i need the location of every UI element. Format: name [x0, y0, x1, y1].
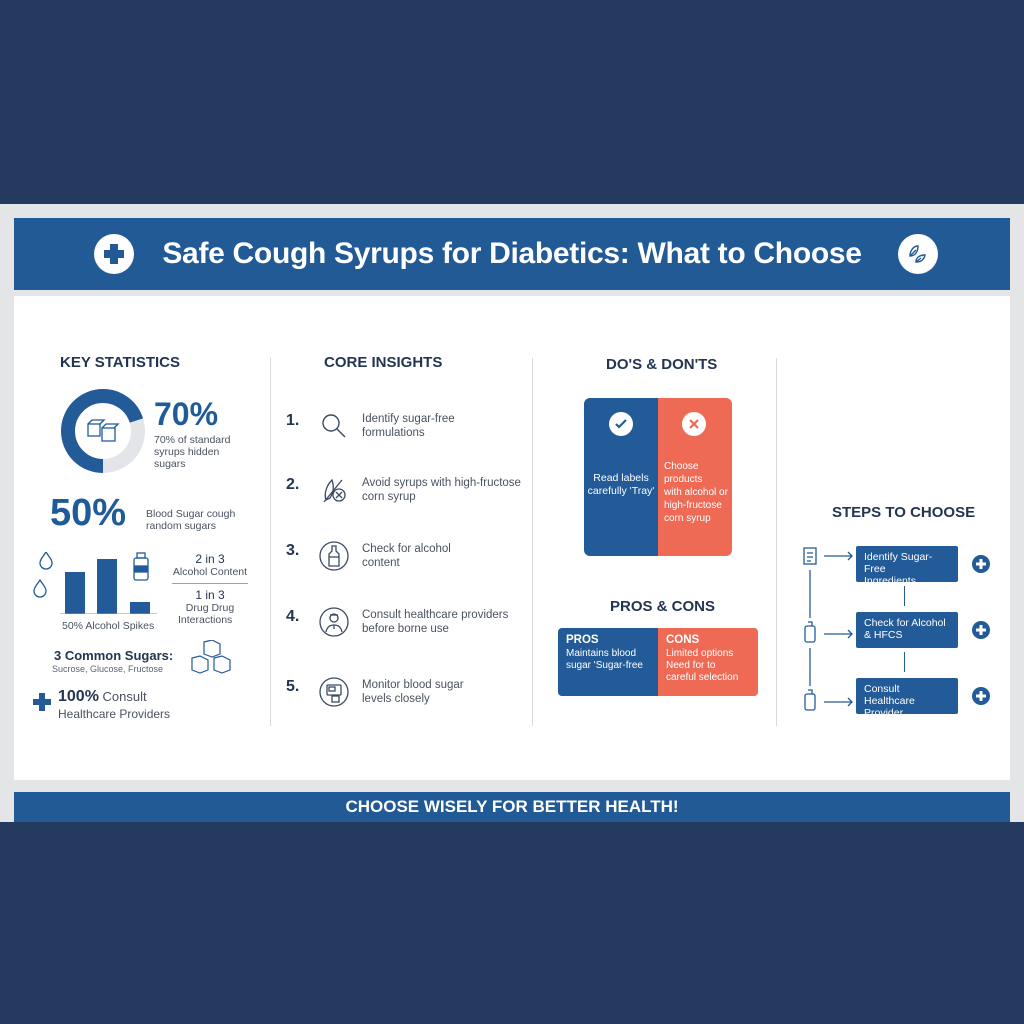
do-text: Read labels carefully 'Tray' — [587, 472, 655, 497]
content-panel: KEY STATISTICS 70% 70% of standard syrups… — [14, 296, 1010, 780]
dos-donts-section: DO'S & DON'TS Read labels carefully 'Tray… — [534, 296, 776, 780]
dont-panel: Choose products with alcohol or high-fructo… — [658, 398, 732, 556]
key-statistics-section: KEY STATISTICS 70% 70% of standard syrups… — [14, 296, 270, 780]
sugar-cubes-icon — [191, 640, 231, 674]
bottle-icon — [318, 540, 350, 572]
section-title: DO'S & DON'TS — [606, 356, 718, 373]
stat-100: 100% Consult — [58, 688, 147, 705]
medical-cross-icon — [94, 234, 134, 274]
column-divider — [270, 358, 271, 726]
core-insights-section: CORE INSIGHTS 1. Identify sugar-free form… — [286, 296, 534, 780]
section-title: KEY STATISTICS — [60, 354, 181, 371]
step-2: Check for Alcohol & HFCS — [856, 612, 958, 648]
stat-100-label: Healthcare Providers — [58, 707, 171, 721]
insight-item: 5. Monitor blood sugar levels closely — [286, 676, 532, 708]
column-divider — [776, 358, 777, 726]
stat-70-value: 70% — [154, 396, 219, 432]
plus-icon — [972, 687, 990, 705]
stat-common-sugars-list: Sucrose, Glucose, Fructose — [52, 664, 164, 674]
doctor-icon — [318, 606, 350, 638]
infographic-frame: Safe Cough Syrups for Diabetics: What to… — [0, 204, 1024, 822]
column-divider — [532, 358, 533, 726]
stat-common-sugars: 3 Common Sugars: — [54, 648, 174, 663]
step-1: Identify Sugar-Free Ingredients — [856, 546, 958, 587]
dont-text: Choose products with alcohol or high-fructo… — [664, 461, 728, 524]
plus-icon — [972, 621, 990, 639]
stat-70-desc: 70% of standard syrups hidden sugars — [154, 434, 231, 470]
steps-connector — [803, 547, 853, 711]
insight-item: 4. Consult healthcare providers before bo… — [286, 606, 532, 638]
glucose-meter-icon — [318, 676, 350, 708]
page-title: Safe Cough Syrups for Diabetics: What to… — [162, 237, 862, 270]
insight-item: 1. Identify sugar-free formulations — [286, 410, 532, 442]
stat-50-desc: Blood Sugar cough random sugars — [146, 508, 236, 532]
no-corn-icon — [318, 474, 350, 506]
medical-cross-icon — [33, 693, 51, 711]
do-panel: Read labels carefully 'Tray' — [584, 398, 658, 556]
leaf-icon — [898, 234, 938, 274]
insight-item: 2. Avoid syrups with high-fructose corn s… — [286, 474, 532, 506]
stat-divider — [172, 583, 248, 584]
step-3: Consult Healthcare Provider — [856, 678, 958, 719]
insight-item: 3. Check for alcohol content — [286, 540, 532, 572]
stat-1in3: 1 in 3 Drug Drug Interactions — [178, 588, 235, 626]
pros-cons-title: PROS & CONS — [610, 598, 716, 615]
cross-icon — [682, 412, 706, 436]
bottle-icon — [133, 552, 149, 581]
magnifier-icon — [318, 410, 350, 442]
pros-cons-card: PROS Maintains blood sugar 'Sugar-free CO… — [558, 628, 758, 696]
footer-banner: CHOOSE WISELY FOR BETTER HEALTH! — [14, 792, 1010, 822]
header-banner: Safe Cough Syrups for Diabetics: What to… — [14, 218, 1010, 290]
cons-panel: CONS Limited options Need for to careful s… — [658, 628, 758, 696]
stat-2in3: 2 in 3 Alcohol Content — [172, 552, 248, 578]
bar-chart-label: 50% Alcohol Spikes — [62, 620, 155, 632]
pros-panel: PROS Maintains blood sugar 'Sugar-free — [558, 628, 658, 696]
stat-50-value: 50% — [50, 492, 127, 534]
section-title: CORE INSIGHTS — [324, 354, 443, 371]
down-arrow-icon — [904, 652, 905, 672]
steps-title: STEPS TO CHOOSE — [832, 504, 976, 521]
down-arrow-icon — [904, 586, 905, 606]
plus-icon — [972, 555, 990, 573]
bar-chart — [33, 552, 157, 614]
checkmark-icon — [609, 412, 633, 436]
dos-donts-card: Read labels carefully 'Tray' Choose produc… — [584, 398, 732, 556]
donut-chart — [61, 389, 145, 473]
